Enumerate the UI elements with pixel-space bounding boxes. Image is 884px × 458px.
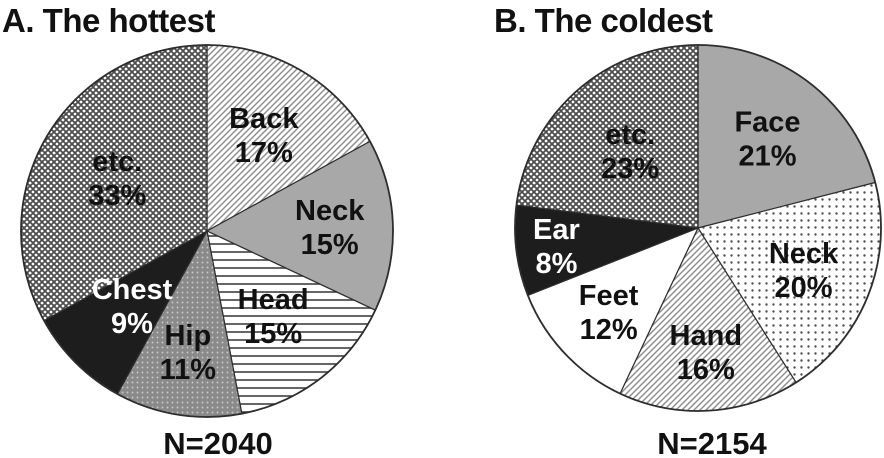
pie-a-label-etc: etc. 33% [88, 146, 146, 212]
pie-a-label-head: Head 15% [238, 284, 309, 350]
chart-b-title: B. The coldest [494, 2, 713, 39]
pie-a-label-neck: Neck 15% [295, 195, 365, 261]
pie-b-label-etc: etc. 23% [601, 119, 659, 185]
pie-b-label-feet: Feet 12% [579, 280, 639, 346]
pie-b-label-face: Face 21% [734, 106, 800, 172]
pie-b-rim [514, 44, 882, 412]
pie-a-label-chest: Chest 9% [92, 274, 173, 340]
pie-b-label-hand: Hand 16% [670, 320, 743, 386]
pie-a-label-hip: Hip 11% [160, 320, 217, 386]
pie-b: Face 21% Neck 20% Hand 16% Feet 12%Ear 8% etc. 23% [514, 44, 882, 412]
pie-a: Back 17% Neck 15% Head 15% Hip 11%Chest 9% etc. 33… [20, 44, 394, 418]
chart-a-title: A. The hottest [2, 2, 216, 39]
chart-b-sample-size: N=2154 [657, 426, 767, 458]
chart-a-sample-size: N=2040 [163, 426, 273, 458]
pie-b-label-neck: Neck 20% [769, 238, 839, 304]
pie-a-label-back: Back 17% [229, 103, 299, 169]
pie-a-rim [20, 44, 394, 418]
pie-b-label-ear: Ear 8% [533, 214, 580, 280]
